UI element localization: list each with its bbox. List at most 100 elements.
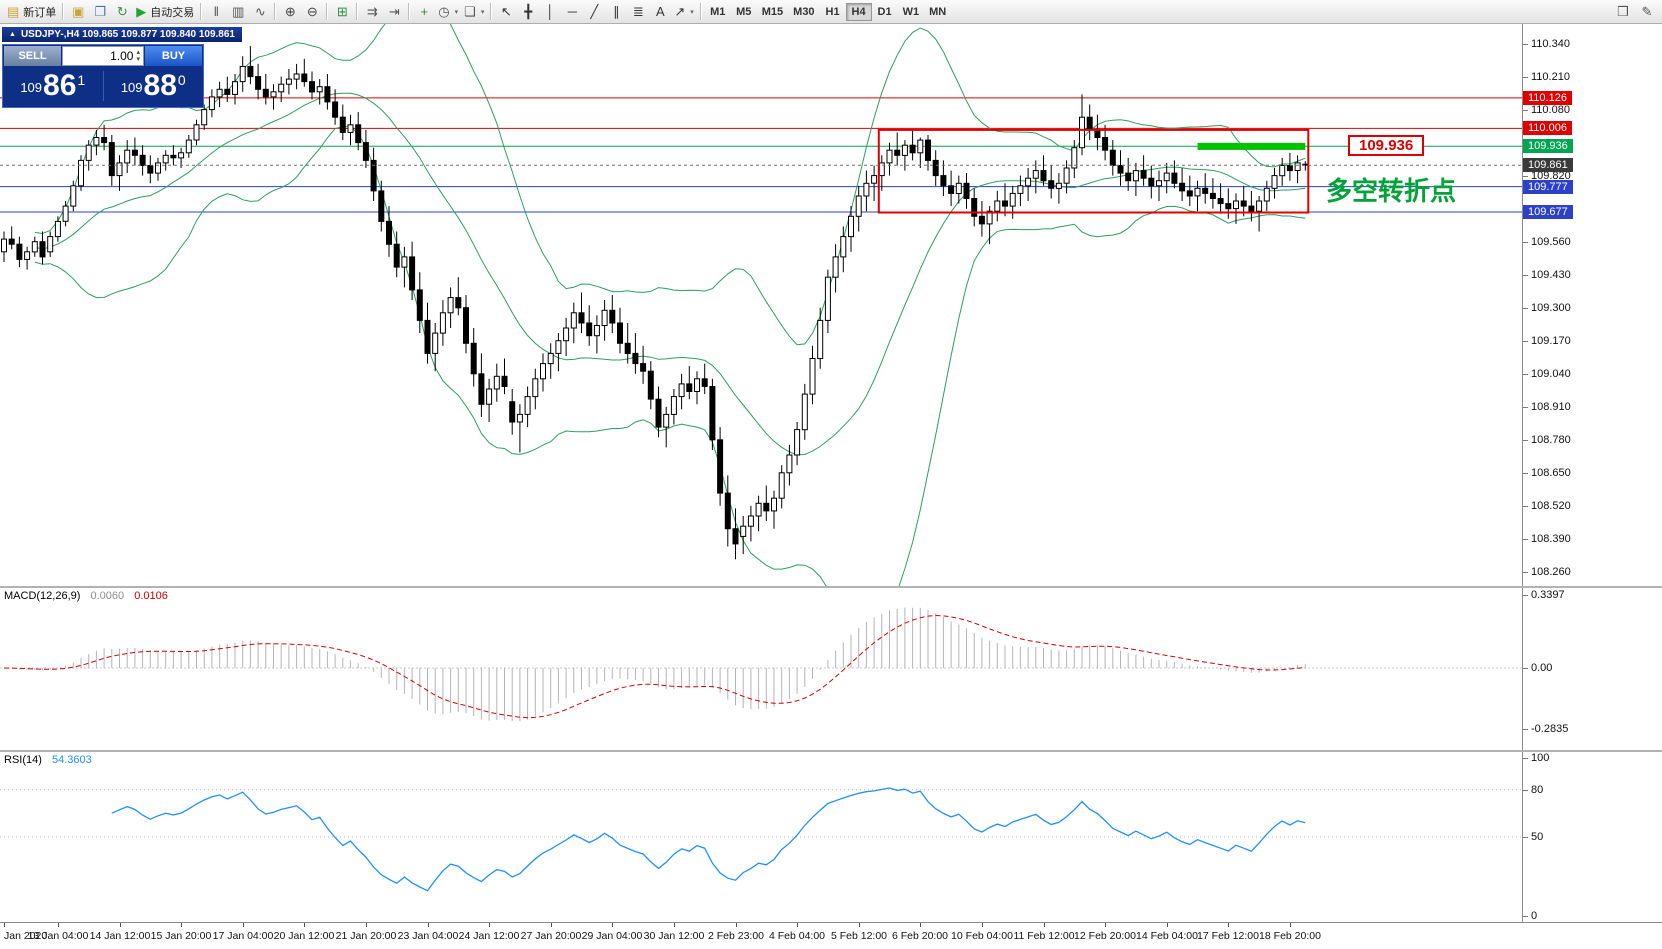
scale-tick-mark	[1523, 77, 1528, 78]
chevron-down-icon: ▾	[690, 8, 694, 16]
time-tick	[612, 923, 613, 927]
profiles-icon: ❐	[94, 3, 107, 19]
edit-button[interactable]: ✎	[1636, 2, 1658, 22]
rsi-scale: 100 80 50 0	[1522, 752, 1662, 922]
volume-input[interactable]: 1.00 ▴ ▾	[62, 46, 144, 66]
new-chart-button[interactable]: ▣	[67, 2, 89, 22]
toolbar-separator	[408, 3, 411, 20]
zoom-out-button[interactable]: ⊖	[301, 2, 323, 22]
layout-button[interactable]: ❒	[1612, 2, 1634, 22]
timeframe-h4-button[interactable]: H4	[845, 2, 872, 21]
timeframe-m1-button[interactable]: M1	[710, 5, 726, 18]
macd-indicator-label: MACD(12,26,9) 0.0060 0.0106	[4, 590, 168, 602]
price-tick: 110.210	[1531, 71, 1570, 83]
macd-canvas[interactable]	[0, 588, 1522, 750]
price-tick: 109.170	[1531, 335, 1571, 347]
templates-button[interactable]: ❏ ▾	[461, 2, 487, 22]
chart-window-caption[interactable]: ▲ USDJPY-,H4 109.865 109.877 109.840 109…	[2, 27, 242, 42]
crosshair-button[interactable]: ╋	[517, 2, 539, 22]
toolbar-separator	[326, 3, 329, 20]
macd-scale-label: 0.00	[1531, 662, 1553, 674]
timeframe-mn-button[interactable]: MN	[929, 5, 947, 18]
time-label: 13 Jan 04:00	[27, 930, 89, 942]
zoom-in-button[interactable]: ⊕	[279, 2, 301, 22]
chart-shift-button[interactable]: ⇥	[383, 2, 405, 22]
time-label: 17 Feb 12:00	[1197, 930, 1259, 942]
candlestick-button[interactable]: ▥	[227, 2, 249, 22]
autotrading-button[interactable]: ▶ 自动交易	[133, 2, 197, 22]
indicators-button[interactable]: +	[413, 2, 435, 22]
crosshair-icon: ╋	[524, 3, 533, 19]
bid-prefix: 109	[20, 80, 43, 95]
bar-chart-button[interactable]: ‖	[205, 2, 227, 22]
toolbar: ▤ 新订单 ▣ ❐ ↻ ▶ 自动交易 ‖ ▥ ∿ ⊕ ⊖ ⊞ ⇉ ⇥ + ◷ ▾ ❏ ▾ ↖ ╋ │ ─ ╱ ∥ ≣ A ↗ ▾ M1 M5 M…	[0, 0, 1662, 24]
price-tick: 110.340	[1531, 38, 1570, 50]
scale-tick-mark	[1523, 916, 1528, 917]
price-tick: 109.560	[1531, 236, 1571, 248]
panel-splitter[interactable]	[0, 750, 1662, 752]
refresh-button[interactable]: ↻	[111, 2, 133, 22]
scale-tick-mark	[1523, 440, 1528, 441]
panel-splitter[interactable]	[0, 586, 1662, 588]
trendline-icon: ╱	[590, 3, 599, 19]
ask-pipette: 0	[177, 72, 186, 88]
price-tick: 108.260	[1531, 566, 1571, 578]
periods-button[interactable]: ◷ ▾	[435, 2, 461, 22]
toolbar-separator	[274, 3, 277, 20]
timeframe-d1-button[interactable]: D1	[877, 5, 892, 18]
arrows-button[interactable]: ↗ ▾	[671, 2, 696, 22]
time-label: 21 Jan 20:00	[335, 930, 397, 942]
timeframe-m15-button[interactable]: M15	[761, 5, 784, 18]
time-tick	[304, 923, 305, 927]
time-tick	[1044, 923, 1045, 927]
macd-scale: 0.3397 0.00 -0.2835	[1522, 588, 1662, 750]
price-tick: 108.520	[1531, 500, 1571, 512]
trendline-button[interactable]: ╱	[583, 2, 605, 22]
time-tick	[1290, 923, 1291, 927]
vertical-line-button[interactable]: │	[539, 2, 561, 22]
scale-tick-mark	[1523, 595, 1528, 596]
time-tick	[736, 923, 737, 927]
volume-increase-button[interactable]: ▴	[136, 49, 140, 56]
autotrading-button-label: 自动交易	[150, 6, 195, 19]
collapse-icon[interactable]: ▲	[9, 31, 16, 38]
horizontal-line-button[interactable]: ─	[561, 2, 583, 22]
timeframe-m5-button[interactable]: M5	[736, 5, 752, 18]
tile-windows-button[interactable]: ⊞	[331, 2, 353, 22]
buy-button[interactable]: BUY	[145, 46, 202, 66]
price-badge: 109.677	[1523, 205, 1573, 219]
horizontal-line-icon: ─	[567, 4, 577, 19]
price-badge: 110.126	[1523, 91, 1572, 105]
indicators-plus-icon: +	[420, 4, 429, 19]
time-tick	[982, 923, 983, 927]
channel-button[interactable]: ∥	[605, 2, 627, 22]
timeframe-w1-button[interactable]: W1	[902, 5, 920, 18]
new-order-button[interactable]: ▤ 新订单	[4, 2, 59, 22]
rsi-canvas[interactable]	[0, 752, 1522, 922]
main-chart-panel: ▲ USDJPY-,H4 109.865 109.877 109.840 109…	[0, 24, 1662, 586]
scale-tick-mark	[1523, 572, 1528, 573]
time-axis[interactable]: Jan 2020 13 Jan 04:00 14 Jan 12:00 15 Jan 2…	[0, 922, 1662, 949]
line-chart-button[interactable]: ∿	[249, 2, 271, 22]
price-badge: 109.861	[1523, 158, 1573, 172]
profiles-button[interactable]: ❐	[89, 2, 111, 22]
auto-scroll-button[interactable]: ⇉	[361, 2, 383, 22]
time-label: 29 Jan 04:00	[581, 930, 643, 942]
cursor-button[interactable]: ↖	[495, 2, 517, 22]
time-tick	[4, 923, 5, 927]
scale-tick-mark	[1523, 110, 1528, 111]
sell-button[interactable]: SELL	[4, 46, 61, 66]
price-tick: 108.390	[1531, 533, 1571, 545]
main-chart-canvas[interactable]	[0, 24, 1522, 586]
chart-shift-icon: ⇥	[388, 3, 400, 19]
timeframe-h1-button[interactable]: H1	[825, 5, 840, 18]
text-button[interactable]: A	[649, 2, 671, 22]
rsi-indicator-label: RSI(14) 54.3603	[4, 754, 92, 766]
time-label: 20 Jan 12:00	[273, 930, 335, 942]
time-tick	[58, 923, 59, 927]
ask-price: 109 88 0	[104, 68, 204, 104]
fibonacci-button[interactable]: ≣	[627, 2, 649, 22]
timeframe-m30-button[interactable]: M30	[793, 5, 815, 18]
macd-panel: MACD(12,26,9) 0.0060 0.0106 0.3397 0.00 -0…	[0, 588, 1662, 750]
volume-decrease-button[interactable]: ▾	[136, 56, 140, 63]
